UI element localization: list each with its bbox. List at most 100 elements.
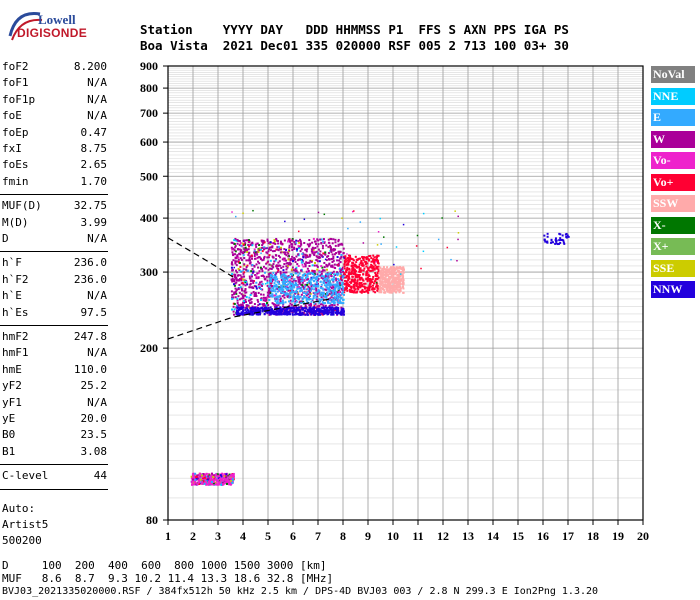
echo-point — [219, 474, 222, 477]
echo-point — [390, 287, 393, 290]
echo-point — [315, 284, 318, 287]
echo-point — [546, 235, 549, 238]
echo-point — [273, 260, 276, 263]
x-tick-label: 6 — [290, 529, 296, 543]
echo-point — [328, 304, 331, 307]
echo-point — [237, 309, 240, 312]
echo-point — [289, 262, 292, 265]
echo-point — [305, 248, 308, 251]
echo-point — [288, 249, 291, 252]
echo-point — [290, 286, 293, 289]
echo-point — [244, 301, 247, 304]
echo-point — [324, 253, 327, 256]
echo-point — [250, 298, 253, 301]
echo-point — [284, 274, 287, 277]
echo-point — [297, 265, 300, 268]
echo-point — [392, 274, 395, 277]
echo-point — [339, 273, 342, 276]
echo-point — [232, 296, 235, 299]
echo-point — [253, 254, 256, 257]
echo-point — [350, 281, 353, 284]
echo-point — [385, 268, 388, 271]
echo-point — [327, 300, 330, 303]
echo-point — [391, 278, 394, 281]
echo-point — [368, 255, 371, 258]
echo-point — [305, 276, 308, 279]
param-row-clevel: C-level 44 — [2, 469, 107, 485]
echo-point — [286, 312, 289, 315]
echo-point — [315, 298, 318, 301]
echo-point — [313, 269, 316, 272]
echo-point — [348, 273, 351, 276]
echo-point — [250, 292, 253, 295]
echo-point — [318, 269, 321, 272]
echo-point — [275, 304, 278, 307]
echo-point — [386, 282, 389, 285]
echo-point — [363, 256, 366, 259]
echo-point — [391, 268, 394, 271]
echo-point — [371, 269, 374, 272]
echo-point — [322, 306, 325, 309]
echo-point — [287, 283, 290, 286]
echo-point — [322, 312, 325, 315]
echo-point — [395, 283, 398, 286]
echo-point — [402, 271, 405, 274]
echo-point — [300, 300, 303, 303]
echo-point — [271, 309, 274, 312]
echo-point — [337, 284, 340, 287]
echo-point — [389, 282, 392, 285]
echo-point — [335, 299, 338, 302]
echo-point — [286, 278, 289, 281]
echo-point — [300, 242, 303, 245]
echo-point — [285, 268, 288, 271]
echo-point — [322, 288, 325, 291]
echo-point — [330, 265, 333, 268]
echo-point — [249, 294, 252, 297]
echo-point — [254, 251, 257, 254]
echo-point — [359, 270, 362, 273]
echo-point — [261, 310, 264, 313]
echo-point — [325, 288, 328, 291]
echo-point — [304, 304, 307, 307]
echo-point — [336, 272, 339, 275]
echo-point — [338, 243, 341, 246]
echo-point — [315, 276, 318, 279]
echo-point — [239, 270, 242, 273]
echo-point — [203, 478, 206, 481]
echo-point — [312, 313, 315, 316]
echo-point — [386, 284, 389, 287]
echo-point — [299, 238, 302, 241]
echo-point — [217, 478, 220, 481]
echo-point — [251, 264, 254, 267]
echo-point — [331, 289, 334, 292]
echo-point — [346, 266, 349, 269]
stray-echo — [454, 210, 456, 212]
y-tick-label: 300 — [140, 265, 158, 279]
echo-point — [358, 263, 361, 266]
echo-point — [286, 266, 289, 269]
echo-point — [398, 290, 401, 293]
echo-point — [316, 295, 319, 298]
echo-point — [229, 476, 232, 479]
echo-point — [266, 284, 269, 287]
echo-point — [283, 309, 286, 312]
echo-point — [255, 275, 258, 278]
echo-point — [385, 287, 388, 290]
echo-point — [310, 272, 313, 275]
echo-point — [346, 289, 349, 292]
echo-point — [388, 280, 391, 283]
echo-point — [354, 272, 357, 275]
echo-point — [310, 278, 313, 281]
echo-point — [234, 276, 237, 279]
echo-point — [288, 246, 291, 249]
echo-point — [318, 256, 321, 259]
echo-point — [314, 312, 317, 315]
echo-point — [365, 274, 368, 277]
echo-point — [402, 279, 405, 282]
echo-point — [235, 313, 238, 316]
echo-point — [252, 290, 255, 293]
echo-point — [279, 307, 282, 310]
echo-point — [287, 258, 290, 261]
echo-point — [372, 259, 375, 262]
echo-point — [350, 265, 353, 268]
